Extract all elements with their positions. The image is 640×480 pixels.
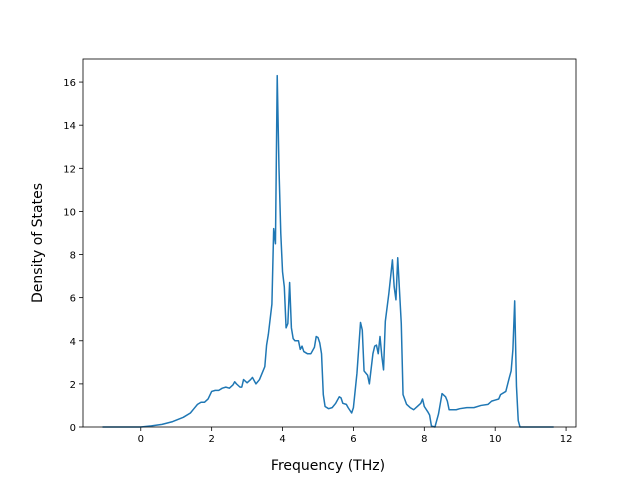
x-tick-label: 4 — [279, 434, 285, 445]
y-tick-label: 8 — [70, 251, 76, 262]
x-tick-label: 8 — [421, 434, 427, 445]
y-tick-label: 10 — [63, 207, 76, 218]
x-tick-label: 12 — [560, 434, 573, 445]
x-tick-label: 6 — [350, 434, 356, 445]
y-tick-label: 4 — [70, 337, 76, 348]
y-tick-label: 16 — [63, 78, 76, 89]
y-tick-label: 2 — [70, 380, 76, 391]
x-axis-label: Frequency (THz) — [271, 458, 385, 474]
y-tick-label: 6 — [70, 294, 76, 305]
x-tick-label: 2 — [208, 434, 214, 445]
x-tick-label: 0 — [138, 434, 144, 445]
x-tick-label: 10 — [489, 434, 502, 445]
y-axis-label: Density of States — [30, 183, 46, 303]
y-tick-label: 12 — [63, 164, 76, 175]
y-tick-label: 14 — [63, 121, 76, 132]
y-tick-label: 0 — [70, 423, 76, 434]
data-line — [102, 74, 554, 428]
plot-frame — [82, 58, 577, 428]
